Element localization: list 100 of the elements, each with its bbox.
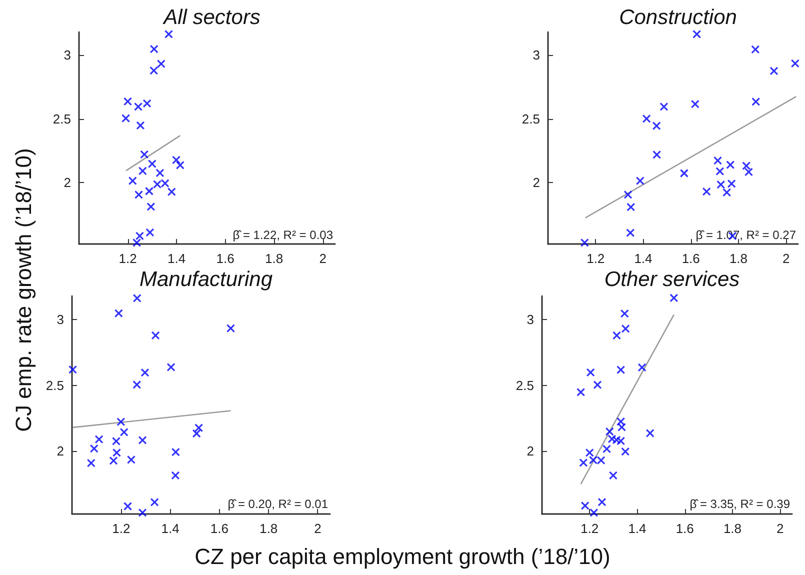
point bbox=[713, 156, 722, 165]
point bbox=[150, 66, 158, 75]
x-tick-label: 1.4 bbox=[167, 251, 186, 266]
y-tick-label: 2 bbox=[532, 175, 540, 190]
point bbox=[152, 180, 162, 189]
x-tick-label: 1.4 bbox=[628, 521, 646, 536]
point bbox=[680, 168, 688, 178]
point bbox=[646, 428, 654, 438]
y-tick-label: 3 bbox=[64, 47, 71, 62]
point bbox=[142, 99, 152, 108]
point bbox=[716, 180, 726, 189]
point bbox=[150, 498, 159, 506]
point bbox=[156, 168, 164, 178]
point bbox=[616, 436, 626, 446]
x-tick-label: 1.2 bbox=[580, 521, 599, 536]
point bbox=[652, 122, 661, 130]
point bbox=[123, 97, 132, 106]
point bbox=[790, 59, 800, 68]
point bbox=[128, 176, 137, 186]
y-tick-label: 2.5 bbox=[46, 378, 64, 393]
y-tick-label: 2.5 bbox=[516, 378, 534, 393]
point bbox=[580, 501, 590, 510]
point bbox=[690, 100, 700, 108]
y-tick-label: 3 bbox=[532, 47, 540, 62]
point bbox=[171, 471, 180, 480]
point bbox=[120, 428, 128, 436]
x-tick-label: 1.6 bbox=[682, 251, 700, 266]
chart-title: All sectors bbox=[162, 6, 261, 29]
x-tick-label: 2 bbox=[319, 251, 326, 266]
point bbox=[172, 156, 181, 164]
point bbox=[148, 160, 156, 168]
point bbox=[660, 102, 668, 112]
y-axis-title: CJ emp. rate growth (’18/’10) bbox=[11, 148, 37, 432]
point bbox=[166, 362, 176, 372]
point bbox=[122, 114, 130, 123]
point bbox=[620, 309, 629, 318]
x-tick-label: 1.2 bbox=[118, 251, 137, 266]
point bbox=[726, 160, 735, 170]
y-tick-label: 2 bbox=[526, 443, 534, 458]
point bbox=[146, 202, 156, 212]
x-axis-title: CZ per capita employment growth (’18/’10) bbox=[194, 544, 612, 570]
point bbox=[167, 187, 176, 196]
y-tick-label: 2.5 bbox=[522, 111, 540, 126]
point bbox=[134, 190, 144, 200]
annotation: β̂ = 1.22, R² = 0.03 bbox=[232, 228, 334, 242]
point bbox=[670, 294, 678, 302]
point bbox=[68, 365, 78, 374]
point bbox=[226, 324, 236, 333]
x-tick-label: 1.4 bbox=[161, 521, 180, 536]
point bbox=[626, 202, 636, 212]
point bbox=[146, 228, 154, 237]
point bbox=[590, 508, 598, 517]
point bbox=[770, 66, 778, 76]
point bbox=[598, 498, 606, 506]
x-tick-label: 1.2 bbox=[586, 251, 605, 266]
point bbox=[593, 380, 602, 390]
point bbox=[90, 444, 98, 453]
point bbox=[612, 436, 621, 444]
point bbox=[602, 444, 612, 454]
point bbox=[638, 363, 646, 372]
point bbox=[136, 121, 145, 130]
point bbox=[134, 102, 143, 112]
x-tick-label: 1.8 bbox=[260, 521, 278, 536]
y-tick-label: 3 bbox=[526, 312, 534, 328]
y-tick-label: 2 bbox=[64, 175, 71, 190]
point bbox=[727, 179, 736, 188]
point bbox=[126, 455, 136, 464]
point bbox=[132, 294, 142, 303]
x-tick-label: 1.8 bbox=[729, 251, 748, 266]
chart-title: Manufacturing bbox=[139, 268, 273, 291]
point bbox=[612, 331, 622, 340]
x-tick-label: 1.4 bbox=[634, 251, 652, 266]
point bbox=[621, 324, 630, 333]
point bbox=[151, 331, 160, 340]
point bbox=[94, 434, 104, 444]
point bbox=[132, 380, 142, 389]
point bbox=[156, 60, 166, 68]
point bbox=[586, 368, 595, 377]
point bbox=[123, 502, 132, 511]
x-tick-label: 1.8 bbox=[265, 251, 284, 266]
point bbox=[138, 508, 147, 517]
point bbox=[624, 190, 632, 200]
point bbox=[702, 187, 711, 196]
point bbox=[140, 368, 150, 377]
point bbox=[150, 44, 158, 54]
point bbox=[608, 471, 618, 480]
x-tick-label: 1.6 bbox=[216, 251, 234, 266]
point bbox=[692, 30, 702, 38]
point bbox=[164, 30, 174, 38]
point bbox=[171, 448, 180, 456]
point bbox=[652, 150, 662, 160]
point bbox=[579, 458, 588, 467]
point bbox=[752, 97, 760, 106]
x-tick-label: 2 bbox=[314, 521, 322, 536]
x-tick-label: 1.6 bbox=[210, 521, 228, 536]
y-tick-label: 2 bbox=[56, 443, 64, 458]
x-tick-label: 1.6 bbox=[676, 521, 694, 536]
point bbox=[576, 388, 586, 396]
point bbox=[176, 160, 184, 170]
x-tick-label: 1.2 bbox=[112, 521, 130, 536]
